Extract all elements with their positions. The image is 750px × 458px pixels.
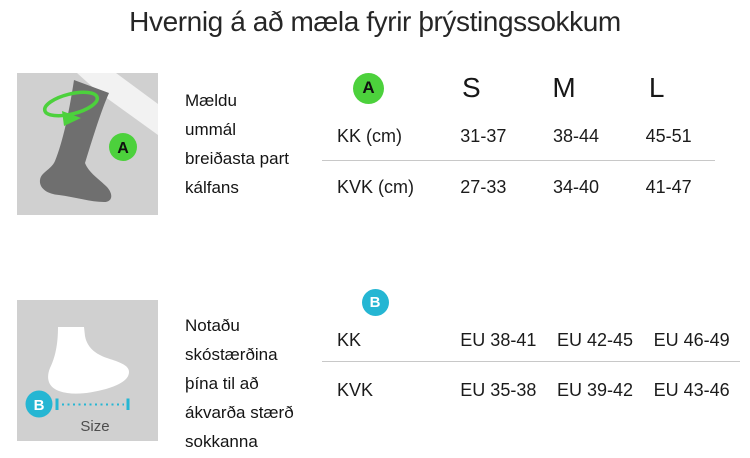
- size-value: EU 35-38: [460, 379, 537, 400]
- size-value: 27-33: [460, 177, 507, 197]
- shoe-size-illustration: B Size: [17, 300, 158, 446]
- badge-a-letter: A: [117, 140, 129, 157]
- skin-icon: [77, 73, 158, 135]
- instruction-calf: Mældu ummál breiðasta part kálfans: [185, 91, 289, 197]
- foot-silhouette-icon: [48, 327, 129, 394]
- page-title: Hvernig á að mæla fyrir þrýstingssokkum: [129, 6, 621, 37]
- table-row: KK EU 38-41 EU 42-45 EU 46-49: [322, 319, 740, 361]
- calf-measurement-illustration: A: [17, 73, 158, 220]
- size-value: EU 43-46: [653, 379, 730, 400]
- badge-a-icon: [109, 133, 137, 161]
- sock-icon: A: [17, 73, 158, 215]
- size-value: 31-37: [460, 125, 507, 146]
- row-label: KVK: [337, 379, 374, 400]
- size-value: EU 39-42: [556, 379, 634, 400]
- badge-b-letter: B: [34, 397, 45, 414]
- row-label: KK (cm): [337, 125, 402, 146]
- divider: [322, 361, 740, 362]
- badge-b-icon: [25, 390, 53, 418]
- sock-silhouette-icon: [39, 80, 112, 202]
- table-row: KVK (cm) 27-33 34-40 41-47: [322, 161, 715, 214]
- badge-b: B: [361, 288, 389, 316]
- divider: [322, 160, 715, 161]
- table-header-row: B: [322, 285, 740, 319]
- table-row: KK (cm) 31-37 38-44 45-51: [322, 112, 715, 160]
- badge-a: A: [353, 72, 384, 104]
- size-caption: Size: [80, 418, 109, 435]
- row-label: KK: [337, 329, 362, 350]
- table-row: KVK EU 35-38 EU 39-42 EU 43-46: [322, 362, 740, 418]
- size-value: 38-44: [552, 125, 600, 146]
- size-value: 41-47: [645, 177, 692, 197]
- foot-icon: B Size: [17, 300, 158, 441]
- size-value: 34-40: [552, 177, 600, 197]
- size-value: EU 42-45: [556, 329, 634, 350]
- calf-size-table: A S M L KK (cm) 31-37 38-44 45-51 KVK (c…: [322, 64, 715, 214]
- instruction-shoe-size: Notaðu skóstærðina þína til að ákvarða s…: [185, 316, 294, 451]
- measure-arrow-loop-icon: [42, 90, 100, 118]
- shoe-size-table: B KK EU 38-41 EU 42-45 EU 46-49 KVK EU 3…: [322, 285, 740, 418]
- badge-a-cell: A: [322, 64, 437, 112]
- size-header-s: S: [461, 72, 481, 103]
- measure-arrowhead-icon: [62, 111, 81, 126]
- size-header-l: L: [648, 72, 665, 103]
- badge-b-cell: B: [322, 285, 450, 319]
- size-header-m: M: [552, 72, 576, 103]
- row-label: KVK (cm): [337, 177, 415, 197]
- table-header-row: A S M L: [322, 64, 715, 112]
- size-value: 45-51: [645, 125, 692, 146]
- size-value: EU 46-49: [653, 329, 730, 350]
- size-value: EU 38-41: [460, 329, 537, 350]
